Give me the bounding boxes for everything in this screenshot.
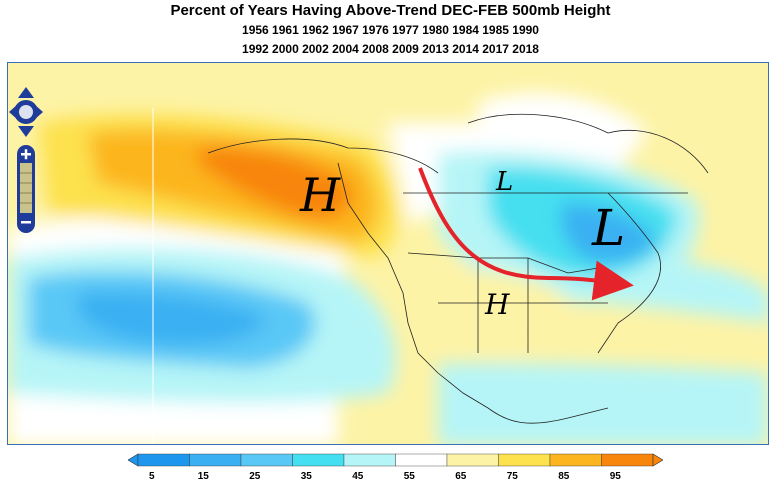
colorbar-swatch: [395, 453, 448, 467]
colorbar-swatch: [549, 453, 602, 467]
pan-right-icon[interactable]: [34, 104, 43, 120]
map-title: Percent of Years Having Above-Trend DEC-…: [170, 2, 611, 19]
storm-track-arrow: [418, 167, 634, 301]
colorbar-swatch: [601, 453, 654, 467]
pan-down-icon[interactable]: [18, 126, 34, 137]
colorbar-tick-label: 85: [558, 471, 570, 482]
colorbar-swatch: [498, 453, 551, 467]
colorbar-max-arrow: [652, 453, 664, 467]
colorbar-tick-label: 75: [507, 471, 519, 482]
colorbar-swatch: [240, 453, 293, 467]
pan-up-icon[interactable]: [18, 87, 34, 98]
pan-control[interactable]: [9, 87, 43, 137]
colorbar-legend: 5 15 25 35 45 55 65 75 85 95: [127, 452, 664, 484]
colorbar-swatch: [343, 453, 396, 467]
anomaly-map[interactable]: H H L L: [8, 63, 769, 445]
colorbar-min-arrow: [127, 453, 139, 467]
colorbar-tick-label: 25: [249, 471, 261, 482]
colorbar-tick-label: 15: [198, 471, 210, 482]
years-line-1: 1956 1961 1962 1967 1976 1977 1980 1984 …: [242, 23, 539, 37]
colorbar-swatch: [446, 453, 499, 467]
plus-icon[interactable]: [21, 149, 31, 160]
pan-left-icon[interactable]: [9, 104, 18, 120]
low-pressure-label-small: L: [495, 167, 513, 197]
colorbar-tick-label: 95: [610, 471, 622, 482]
colorbar-tick-label: 5: [149, 471, 155, 482]
colorbar-tick-label: 65: [455, 471, 467, 482]
coastlines: [152, 108, 709, 444]
minus-icon[interactable]: [21, 221, 31, 224]
colorbar-swatch: [292, 453, 345, 467]
colorbar-swatch: [137, 453, 190, 467]
colorbar-swatch: [189, 453, 242, 467]
colorbar-tick-label: 35: [301, 471, 313, 482]
zoom-control[interactable]: [14, 143, 38, 235]
low-pressure-label-large: L: [591, 199, 625, 257]
colorbar-tick-label: 45: [352, 471, 364, 482]
anomaly-field: [8, 93, 768, 444]
years-line-2: 1992 2000 2002 2004 2008 2009 2013 2014 …: [242, 42, 539, 56]
high-pressure-label-west: H: [299, 168, 341, 222]
high-pressure-label-south: H: [484, 288, 510, 321]
colorbar-tick-label: 55: [404, 471, 416, 482]
map-panel[interactable]: H H L L: [7, 62, 769, 445]
